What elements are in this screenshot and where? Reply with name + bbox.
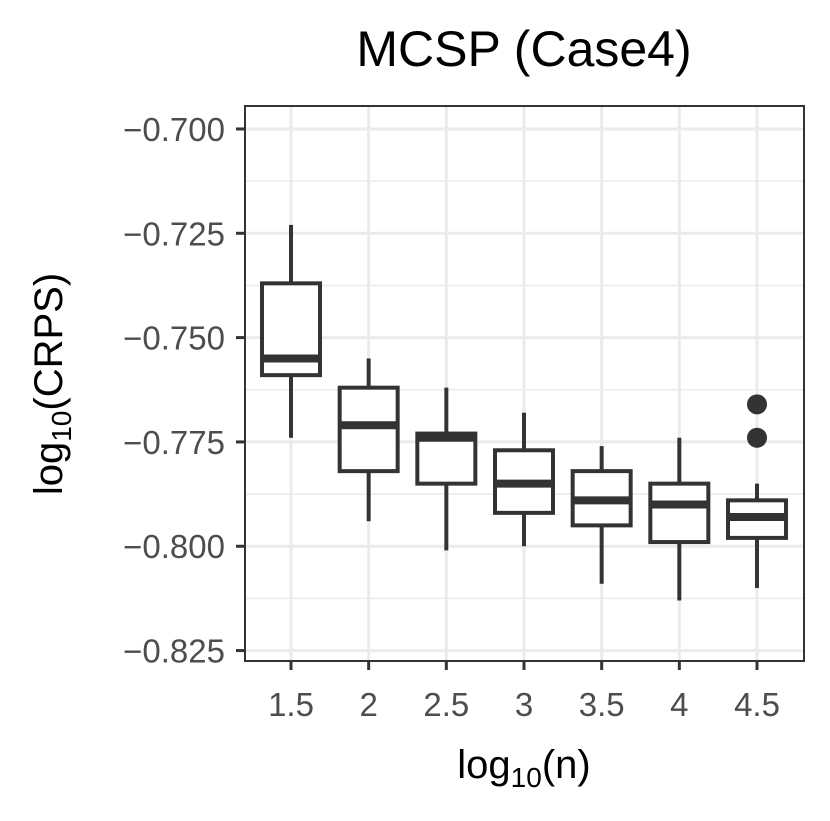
box-3 [493,412,555,547]
box-4.5 [726,394,788,588]
box-1.5 [260,224,322,438]
box-4 [648,437,711,601]
grid-lines [245,106,804,661]
box-series [260,224,788,601]
x-tick-label: 2.5 [423,686,469,723]
y-tick-label: −0.775 [123,424,225,461]
box-3.5 [570,446,633,584]
iqr-box [337,385,400,474]
y-axis-label: log10(CRPS) [27,273,77,495]
y-tick-label: −0.825 [123,633,225,670]
y-axis: −0.700 −0.725 −0.750 −0.775 −0.800 −0.825 [123,111,245,670]
y-tick-label: −0.750 [123,320,225,357]
x-tick-label: 3.5 [579,686,625,723]
y-tick-label: −0.800 [123,528,225,565]
x-axis: 1.5 2 2.5 3 3.5 4 4.5 [268,661,780,723]
box-2.5 [415,387,478,551]
outlier-point [747,394,767,415]
chart-title: MCSP (Case4) [356,21,691,77]
x-tick-label: 2 [359,686,377,723]
x-tick-label: 1.5 [268,686,314,723]
x-axis-label: log10(n) [457,743,590,793]
iqr-box [648,481,711,545]
y-tick-label: −0.725 [123,215,225,252]
x-tick-label: 3 [515,686,533,723]
box-2 [337,358,400,522]
outlier-point [747,427,767,448]
x-tick-label: 4 [670,686,688,723]
x-tick-label: 4.5 [734,686,780,723]
y-tick-label: −0.700 [123,111,225,148]
iqr-box [415,431,478,486]
